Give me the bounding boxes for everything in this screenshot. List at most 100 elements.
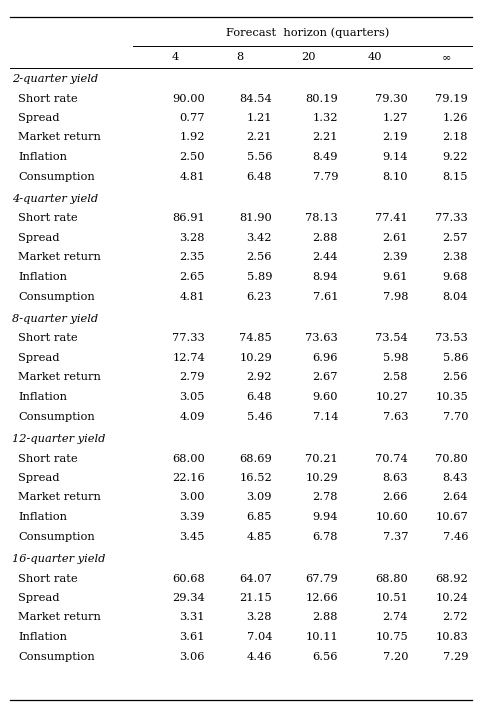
Text: 73.54: 73.54 [375, 334, 408, 344]
Text: Inflation: Inflation [18, 392, 67, 402]
Text: ∞: ∞ [442, 52, 452, 62]
Text: 6.48: 6.48 [247, 392, 272, 402]
Text: 7.20: 7.20 [383, 652, 408, 662]
Text: 77.33: 77.33 [435, 213, 468, 223]
Text: 2.56: 2.56 [443, 372, 468, 382]
Text: 9.94: 9.94 [312, 512, 338, 522]
Text: Short rate: Short rate [18, 93, 78, 103]
Text: 8.15: 8.15 [443, 172, 468, 182]
Text: 2.65: 2.65 [180, 272, 205, 282]
Text: 10.24: 10.24 [435, 593, 468, 603]
Text: 22.16: 22.16 [172, 473, 205, 483]
Text: 12.66: 12.66 [305, 593, 338, 603]
Text: Market return: Market return [18, 612, 101, 622]
Text: 5.89: 5.89 [247, 272, 272, 282]
Text: 1.26: 1.26 [443, 113, 468, 123]
Text: 4.81: 4.81 [180, 172, 205, 182]
Text: Spread: Spread [18, 473, 60, 483]
Text: 73.63: 73.63 [305, 334, 338, 344]
Text: 2.18: 2.18 [443, 133, 468, 143]
Text: 10.35: 10.35 [435, 392, 468, 402]
Text: 2.35: 2.35 [180, 252, 205, 262]
Text: 7.98: 7.98 [383, 292, 408, 302]
Text: 3.42: 3.42 [247, 233, 272, 243]
Text: Inflation: Inflation [18, 512, 67, 522]
Text: 2-quarter yield: 2-quarter yield [12, 74, 98, 84]
Text: 2.38: 2.38 [443, 252, 468, 262]
Text: 3.61: 3.61 [180, 632, 205, 642]
Text: 7.14: 7.14 [312, 411, 338, 421]
Text: 4: 4 [171, 52, 179, 62]
Text: 12-quarter yield: 12-quarter yield [12, 434, 106, 444]
Text: 7.37: 7.37 [383, 531, 408, 541]
Text: 5.98: 5.98 [383, 353, 408, 363]
Text: 2.58: 2.58 [383, 372, 408, 382]
Text: 4.46: 4.46 [247, 652, 272, 662]
Text: 2.39: 2.39 [383, 252, 408, 262]
Text: 5.86: 5.86 [443, 353, 468, 363]
Text: 8.94: 8.94 [312, 272, 338, 282]
Text: Market return: Market return [18, 493, 101, 503]
Text: 9.61: 9.61 [383, 272, 408, 282]
Text: 77.41: 77.41 [375, 213, 408, 223]
Text: 6.78: 6.78 [312, 531, 338, 541]
Text: 8.63: 8.63 [383, 473, 408, 483]
Text: 2.44: 2.44 [312, 252, 338, 262]
Text: 2.88: 2.88 [312, 612, 338, 622]
Text: 12.74: 12.74 [172, 353, 205, 363]
Text: 3.06: 3.06 [180, 652, 205, 662]
Text: 78.13: 78.13 [305, 213, 338, 223]
Text: 10.67: 10.67 [435, 512, 468, 522]
Text: 2.79: 2.79 [180, 372, 205, 382]
Text: 64.07: 64.07 [239, 573, 272, 583]
Text: 3.45: 3.45 [180, 531, 205, 541]
Text: 40: 40 [368, 52, 382, 62]
Text: 7.46: 7.46 [443, 531, 468, 541]
Text: 7.63: 7.63 [383, 411, 408, 421]
Text: 70.74: 70.74 [375, 453, 408, 463]
Text: 5.56: 5.56 [247, 152, 272, 162]
Text: Spread: Spread [18, 353, 60, 363]
Text: 2.61: 2.61 [383, 233, 408, 243]
Text: 4.85: 4.85 [247, 531, 272, 541]
Text: 2.78: 2.78 [312, 493, 338, 503]
Text: 2.21: 2.21 [312, 133, 338, 143]
Text: Inflation: Inflation [18, 272, 67, 282]
Text: 7.29: 7.29 [443, 652, 468, 662]
Text: 70.80: 70.80 [435, 453, 468, 463]
Text: Market return: Market return [18, 252, 101, 262]
Text: 9.60: 9.60 [312, 392, 338, 402]
Text: 4.09: 4.09 [180, 411, 205, 421]
Text: 73.53: 73.53 [435, 334, 468, 344]
Text: 3.39: 3.39 [180, 512, 205, 522]
Text: 6.85: 6.85 [247, 512, 272, 522]
Text: 3.28: 3.28 [180, 233, 205, 243]
Text: 68.00: 68.00 [172, 453, 205, 463]
Text: 60.68: 60.68 [172, 573, 205, 583]
Text: Market return: Market return [18, 133, 101, 143]
Text: 9.68: 9.68 [443, 272, 468, 282]
Text: 21.15: 21.15 [239, 593, 272, 603]
Text: Consumption: Consumption [18, 292, 95, 302]
Text: 79.30: 79.30 [375, 93, 408, 103]
Text: 2.74: 2.74 [383, 612, 408, 622]
Text: 2.19: 2.19 [383, 133, 408, 143]
Text: 2.21: 2.21 [247, 133, 272, 143]
Text: 74.85: 74.85 [239, 334, 272, 344]
Text: 9.22: 9.22 [443, 152, 468, 162]
Text: 8.10: 8.10 [383, 172, 408, 182]
Text: 68.69: 68.69 [239, 453, 272, 463]
Text: 10.11: 10.11 [305, 632, 338, 642]
Text: 10.29: 10.29 [239, 353, 272, 363]
Text: 10.75: 10.75 [375, 632, 408, 642]
Text: Short rate: Short rate [18, 453, 78, 463]
Text: 2.88: 2.88 [312, 233, 338, 243]
Text: 1.92: 1.92 [180, 133, 205, 143]
Text: 2.56: 2.56 [247, 252, 272, 262]
Text: 2.64: 2.64 [443, 493, 468, 503]
Text: 7.70: 7.70 [443, 411, 468, 421]
Text: 10.83: 10.83 [435, 632, 468, 642]
Text: 68.80: 68.80 [375, 573, 408, 583]
Text: Market return: Market return [18, 372, 101, 382]
Text: 2.50: 2.50 [180, 152, 205, 162]
